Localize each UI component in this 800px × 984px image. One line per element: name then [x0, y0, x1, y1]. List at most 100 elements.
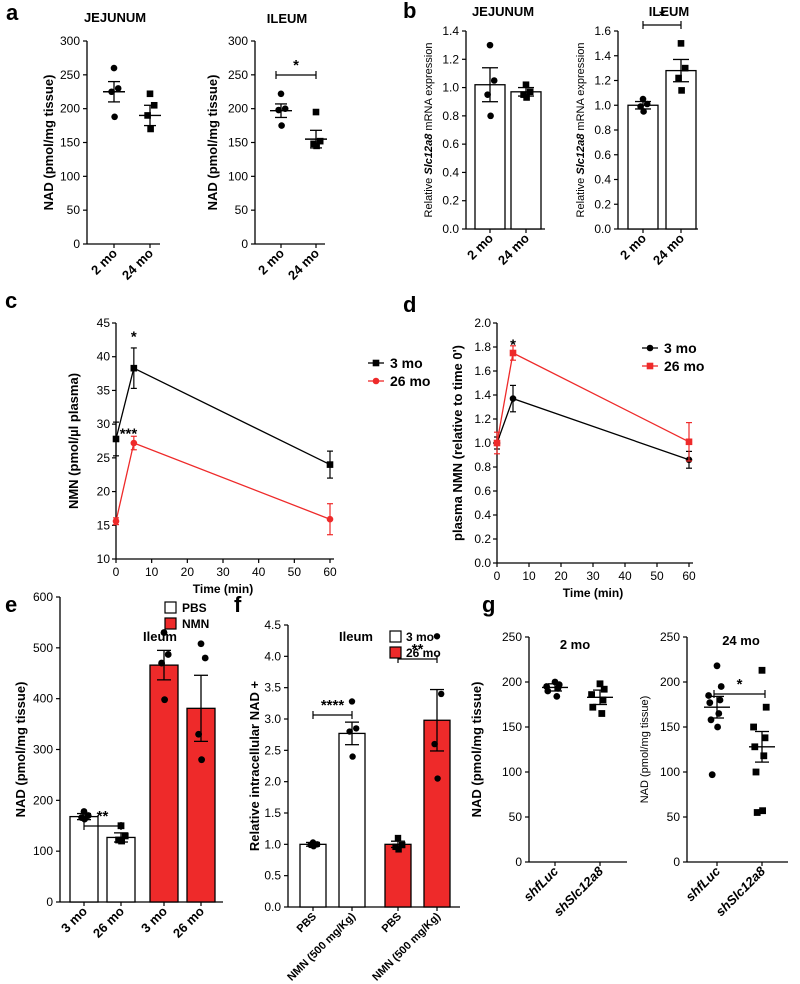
data-point	[326, 461, 334, 468]
y-tick-label: 100	[60, 169, 80, 183]
y-tick-label: 0	[241, 237, 248, 251]
y-tick-label: 35	[97, 383, 111, 397]
data-point	[281, 105, 289, 112]
data-point	[164, 651, 172, 658]
significance-annotation: *	[510, 337, 516, 354]
data-point	[486, 41, 494, 49]
data-point	[678, 87, 685, 94]
y-tick-label: 150	[228, 136, 248, 150]
chart-title: Ileum	[143, 629, 177, 644]
y-tick-label: 0	[46, 895, 53, 909]
chart-b-jejunum-slc12a8: 0.0 0.2 0.4 0.6 0.8 1.0 1.2 1.4 JEJUNUM Relative …	[423, 4, 545, 268]
series-line	[496, 352, 690, 444]
data-point	[277, 90, 285, 98]
y-tick-label: 200	[228, 102, 248, 116]
y-tick-label: 0.0	[594, 222, 611, 236]
bar	[627, 104, 659, 230]
data-point	[487, 112, 494, 120]
data-point	[752, 768, 760, 776]
data-point	[349, 753, 356, 760]
y-tick-label: 0.0	[264, 900, 281, 914]
y-tick-label: 50	[509, 810, 523, 824]
x-tick-label: 10	[522, 569, 536, 583]
data-point	[81, 815, 88, 823]
data-point	[147, 125, 154, 133]
significance-star: *	[293, 57, 299, 74]
x-tick-label: 20	[181, 565, 195, 579]
y-tick-label: 200	[502, 675, 522, 689]
bar	[299, 843, 327, 908]
data-point	[431, 740, 438, 748]
chart-a-jejunum-nad: 0 50 100 150 200 250 300 JEJUNUM NAD (pmol/mg ti…	[41, 10, 161, 283]
x-tick-label: 2 mo	[88, 245, 120, 277]
data-point	[762, 703, 770, 711]
y-tick-label: 0	[673, 855, 680, 869]
data-point	[112, 517, 120, 525]
data-point	[526, 88, 534, 96]
data-point	[198, 756, 206, 764]
data-point	[643, 100, 651, 108]
data-point	[509, 395, 517, 402]
data-point	[705, 692, 712, 699]
y-tick-label: 1.6	[594, 24, 611, 38]
y-tick-label: 10	[97, 552, 111, 566]
y-tick-label: 1.0	[442, 81, 459, 95]
x-tick-label: 40	[252, 565, 266, 579]
x-tick-label: 30	[216, 565, 230, 579]
data-point	[761, 734, 769, 742]
data-point	[348, 698, 356, 705]
data-point	[490, 77, 498, 84]
series-line	[115, 367, 331, 466]
data-point	[434, 775, 441, 782]
y-tick-label: 0.2	[442, 194, 459, 208]
y-tick-label: 0	[515, 855, 522, 869]
y-tick-label: 50	[667, 810, 681, 824]
x-tick-label: 60	[323, 565, 337, 579]
data-point	[677, 40, 685, 47]
y-tick-label: 25	[97, 451, 111, 465]
data-point	[523, 94, 530, 101]
x-tick-label: shfLuc	[682, 863, 723, 904]
x-tick-label: shSlc12a8	[713, 863, 769, 919]
y-tick-label: 50	[67, 203, 81, 217]
y-tick-label: 300	[33, 743, 53, 757]
data-point	[275, 106, 282, 114]
y-tick-label: 4.0	[264, 649, 281, 663]
y-tick-label: 1.8	[474, 340, 491, 354]
data-point	[717, 683, 725, 690]
panel-label-c: c	[5, 288, 17, 313]
y-axis-title: Relative Slc12a8 mRNA expression	[423, 43, 435, 218]
x-tick-label: PBS	[295, 911, 319, 935]
x-tick-label: shSlc12a8	[551, 863, 607, 919]
x-tick-label: 2 mo	[255, 245, 287, 277]
data-point	[80, 808, 88, 815]
x-axis-title: Time (min)	[563, 586, 623, 600]
chart-title: 24 mo	[722, 633, 760, 648]
y-tick-label: 3.0	[264, 712, 281, 726]
y-tick-label: 1.0	[474, 436, 491, 450]
data-point	[160, 629, 168, 636]
x-tick-label: 3 mo	[138, 903, 170, 935]
legend-label: PBS	[182, 601, 207, 615]
bar	[69, 815, 99, 903]
x-tick-label: NMN (500 mg/Kg)	[370, 910, 443, 983]
data-point	[118, 837, 125, 845]
data-point	[114, 85, 122, 92]
data-point	[312, 108, 320, 116]
legend-swatch	[389, 646, 402, 659]
y-axis-title: NAD (pmol/mg tissue)	[205, 75, 220, 211]
chart-title: ILEUM	[267, 11, 307, 26]
y-tick-label: 20	[97, 485, 111, 499]
y-tick-label: 1.4	[594, 49, 611, 63]
y-tick-label: 300	[228, 34, 248, 48]
y-tick-label: 50	[235, 203, 249, 217]
y-tick-label: 200	[60, 102, 80, 116]
y-tick-label: 500	[33, 641, 53, 655]
y-axis-title: NMN (pmol/µl plasma)	[66, 373, 81, 509]
data-point	[150, 101, 158, 109]
y-tick-label: 100	[502, 765, 522, 779]
data-point	[599, 696, 607, 704]
bar	[474, 84, 506, 230]
